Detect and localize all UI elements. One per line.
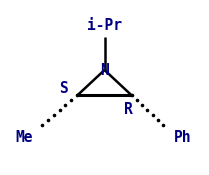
Text: Me: Me	[15, 130, 33, 145]
Text: i-Pr: i-Pr	[87, 18, 122, 33]
Text: Ph: Ph	[174, 130, 192, 145]
Text: R: R	[124, 102, 133, 117]
Text: N: N	[100, 63, 109, 78]
Text: S: S	[59, 81, 68, 96]
